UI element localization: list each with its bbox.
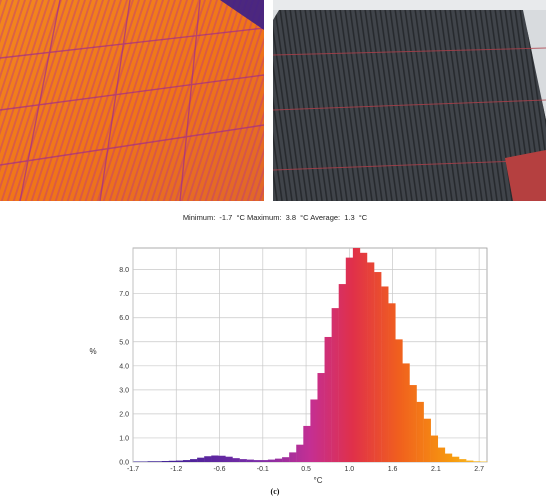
histogram-bar <box>402 363 410 462</box>
min-value: -1.7 <box>219 213 233 222</box>
histogram-bar <box>451 456 460 462</box>
histogram-bar <box>267 459 276 462</box>
histogram-bar <box>296 444 304 462</box>
histogram-bar <box>175 460 184 462</box>
histogram-bar <box>367 262 375 462</box>
histogram-bar <box>204 456 212 462</box>
histogram-bar <box>197 457 205 462</box>
y-tick-label: 6.0 <box>119 315 129 322</box>
y-tick-label: 7.0 <box>119 291 129 298</box>
histogram-bar <box>381 286 389 462</box>
histogram-bar <box>211 455 219 462</box>
histogram-bar <box>430 435 439 462</box>
histogram-bar <box>225 456 233 462</box>
x-axis-label: °C <box>314 476 323 485</box>
x-tick-label: 1.6 <box>388 466 398 473</box>
histogram-bar <box>239 459 247 462</box>
max-label: °C Maximum: <box>236 213 282 222</box>
histogram-bar <box>253 460 262 462</box>
y-tick-label: 3.0 <box>119 387 129 394</box>
histogram-bar <box>310 399 318 462</box>
x-tick-label: -0.1 <box>257 466 269 473</box>
max-value: 3.8 <box>285 213 297 222</box>
y-axis-label: % <box>89 347 96 356</box>
histogram-bar <box>147 461 155 462</box>
histogram-bar <box>466 460 474 462</box>
histogram-bar <box>289 452 297 462</box>
histogram-bar <box>437 447 446 462</box>
histogram-bar <box>345 257 354 462</box>
histogram-bar <box>317 373 325 462</box>
avg-unit: °C <box>358 213 368 222</box>
histogram-bar <box>444 453 453 462</box>
x-tick-label: -1.7 <box>127 466 139 473</box>
x-tick-label: 2.7 <box>474 466 484 473</box>
visible-photo <box>273 0 546 201</box>
histogram-bar <box>416 401 424 462</box>
y-tick-label: 1.0 <box>119 435 129 442</box>
histogram-bar <box>473 461 481 462</box>
histogram-bar <box>282 457 290 462</box>
histogram-bar <box>260 460 269 462</box>
avg-value: 1.3 <box>344 213 355 222</box>
histogram-bar <box>459 459 467 462</box>
figure-caption: (c) <box>270 487 280 496</box>
min-label: Minimum: <box>182 213 216 222</box>
thermal-image <box>0 0 264 201</box>
histogram-bar <box>161 461 169 462</box>
x-tick-label: 0.5 <box>301 466 311 473</box>
histogram-bar <box>168 460 177 462</box>
y-tick-label: 0.0 <box>119 460 129 467</box>
histogram-bar <box>154 461 162 462</box>
x-tick-label: -1.2 <box>170 466 182 473</box>
histogram-bar <box>423 418 431 462</box>
histogram-bar <box>274 458 283 462</box>
avg-label: °C Average: <box>300 213 341 222</box>
x-tick-label: -0.6 <box>214 466 226 473</box>
x-tick-label: 1.0 <box>344 466 354 473</box>
histogram-bar <box>218 455 226 462</box>
histogram-bar <box>246 459 254 462</box>
histogram-bar <box>352 248 361 462</box>
histogram-bar <box>338 284 346 462</box>
histogram-bar <box>190 459 198 462</box>
histogram-bar <box>374 272 382 462</box>
histogram-bar <box>388 303 396 462</box>
y-tick-label: 2.0 <box>119 411 129 418</box>
x-tick-label: 2.1 <box>431 466 441 473</box>
y-tick-label: 8.0 <box>119 267 129 274</box>
histogram-bar <box>324 336 332 462</box>
histogram-bar <box>331 308 339 462</box>
y-tick-label: 5.0 <box>119 339 129 346</box>
histogram-bar <box>232 458 240 462</box>
histogram-bar <box>303 425 311 462</box>
histogram-bar <box>395 339 403 462</box>
temperature-stats: Minimum: -1.7 °C Maximum: 3.8 °C Average… <box>0 213 550 222</box>
histogram-bar <box>359 252 368 462</box>
y-tick-label: 4.0 <box>119 363 129 370</box>
histogram-bar <box>182 460 191 462</box>
histogram-bar <box>409 385 417 462</box>
